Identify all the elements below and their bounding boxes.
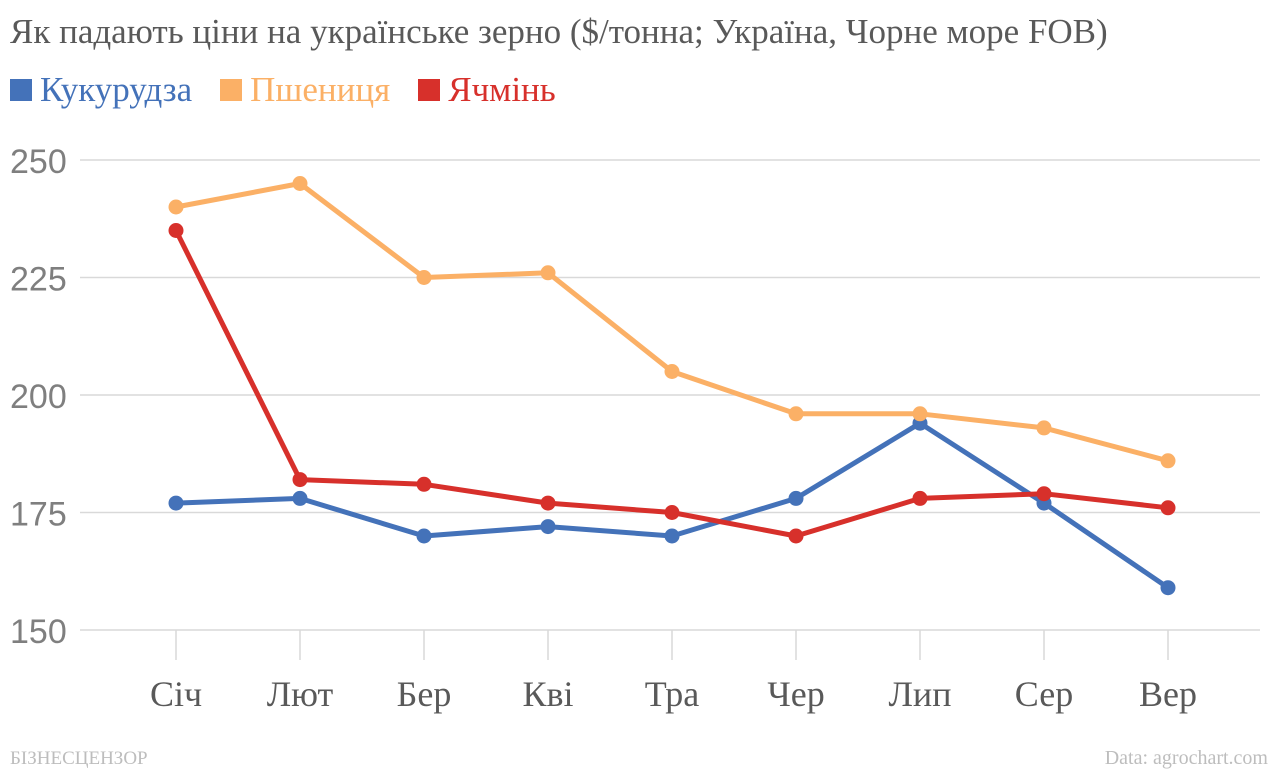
x-tick-label: Чер: [767, 674, 824, 714]
data-point-wheat: [292, 176, 308, 191]
legend-item-wheat: Пшениця: [220, 70, 390, 110]
grid-lines: [80, 159, 1260, 660]
series-line-wheat: [173, 181, 1171, 464]
series-line-barley: [173, 228, 1171, 539]
data-point-wheat: [416, 270, 432, 285]
x-tick-label: Вер: [1139, 674, 1197, 714]
data-point-wheat: [1160, 453, 1176, 469]
legend-swatch-barley: [418, 79, 441, 101]
data-point-barley: [912, 490, 928, 506]
data-point-wheat: [1036, 420, 1052, 436]
data-point-corn: [664, 528, 680, 544]
x-tick-label: Січ: [150, 674, 202, 714]
x-tick-label: Лют: [267, 674, 334, 714]
legend-swatch-wheat: [220, 79, 243, 101]
data-point-corn: [416, 528, 432, 544]
data-point-barley: [1160, 500, 1176, 516]
x-tick-label: Бер: [397, 674, 452, 714]
data-point-barley: [1036, 486, 1052, 502]
y-tick-label: 225: [10, 261, 67, 299]
y-tick-label: 150: [10, 613, 67, 651]
x-tick-label: Лип: [889, 674, 952, 714]
data-point-wheat: [912, 406, 928, 422]
x-tick-label: Сер: [1015, 674, 1073, 714]
data-point-corn: [168, 495, 184, 511]
data-point-barley: [292, 472, 308, 488]
data-point-barley: [664, 505, 680, 520]
data-point-corn: [540, 519, 556, 535]
data-point-corn: [788, 490, 804, 506]
data-point-corn: [1160, 580, 1176, 596]
data-point-barley: [168, 223, 184, 238]
legend-item-corn: Кукурудза: [10, 70, 192, 110]
data-point-barley: [540, 495, 556, 511]
y-tick-label: 175: [10, 496, 67, 534]
y-tick-label: 200: [10, 378, 67, 416]
data-point-barley: [788, 528, 804, 544]
data-point-wheat: [664, 364, 680, 379]
chart-legend: Кукурудза Пшениця Ячмінь: [10, 70, 584, 110]
data-point-corn: [292, 490, 308, 506]
x-tick-label: Кві: [522, 674, 573, 714]
x-tick-label: Тра: [645, 674, 700, 714]
data-point-wheat: [788, 406, 804, 422]
data-point-wheat: [540, 265, 556, 281]
legend-label-wheat: Пшениця: [250, 70, 391, 109]
legend-label-corn: Кукурудза: [40, 70, 193, 109]
data-point-wheat: [168, 199, 184, 215]
axis-labels: 150 175 200 225 250 Січ Лют Бер Кві Тра Чер Лип Сер В…: [10, 143, 1197, 714]
chart-title: Як падають ціни на українське зерно ($/т…: [10, 12, 1108, 51]
data-point-barley: [416, 476, 432, 492]
legend-swatch-corn: [10, 79, 32, 101]
legend-label-barley: Ячмінь: [448, 70, 556, 109]
series-lines: [168, 176, 1176, 596]
brand-watermark: БІЗНЕСЦЕНЗОР: [10, 748, 148, 769]
data-source: Data: agrochart.com: [1104, 747, 1268, 769]
legend-item-barley: Ячмінь: [418, 70, 556, 110]
y-tick-label: 250: [10, 143, 67, 181]
